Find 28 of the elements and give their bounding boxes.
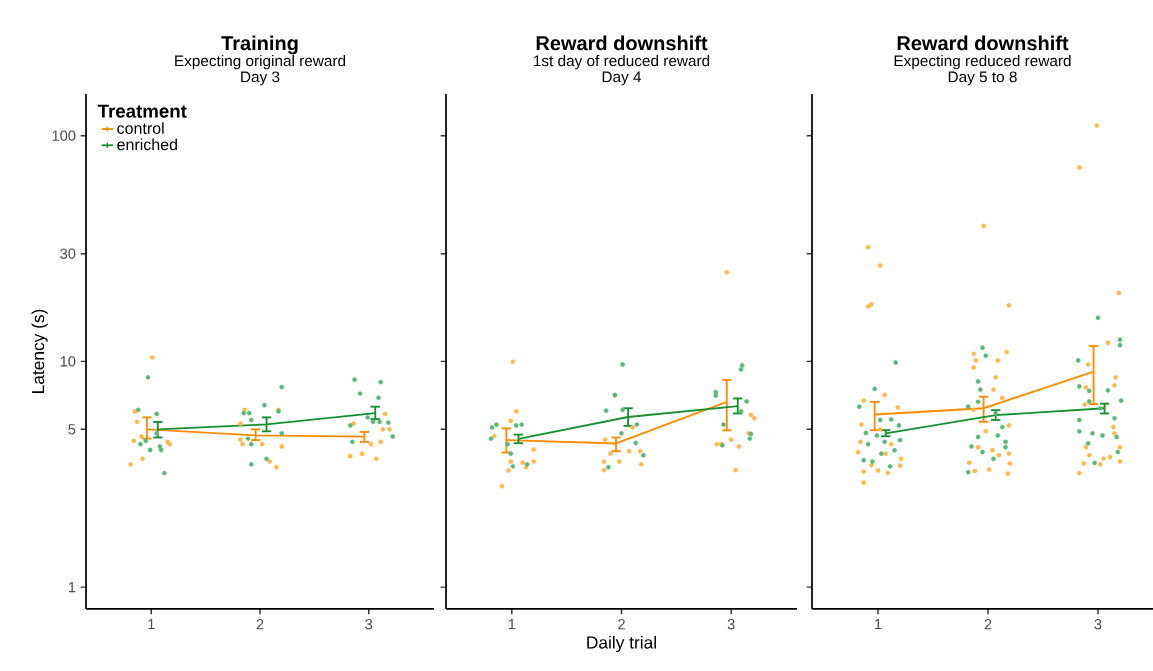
legend-label: control [117, 122, 164, 134]
x-tick-label: 2 [256, 619, 264, 630]
legend-label: enriched [117, 138, 177, 151]
legend-title: Treatment [97, 104, 187, 118]
x-tick-label: 1 [508, 619, 516, 630]
chart-subtitle: Expecting reduced reward [894, 54, 1071, 70]
x-tick-label: 2 [984, 619, 992, 630]
chart-title: Training [221, 35, 298, 55]
y-axis-title: Latency (s) [31, 309, 48, 393]
x-tick-label: 2 [618, 619, 625, 630]
text: Day 5 to 8 [948, 71, 1017, 86]
x-axis-title: Daily trial [587, 635, 656, 653]
text: Day 4 [602, 71, 642, 86]
x-tick-label: 1 [875, 619, 882, 630]
y-tick-label: 30 [60, 248, 76, 259]
chart-title: Reward downshift [536, 35, 708, 51]
chart-subtitle: 1st day of reduced reward [534, 54, 710, 70]
y-tick-label: 5 [68, 424, 76, 435]
x-tick-label: 3 [727, 619, 735, 630]
y-tick-label: 1 [68, 582, 76, 593]
chart-title: Reward downshift [897, 35, 1069, 51]
chart-subtitle: Expecting original reward [175, 54, 346, 70]
y-tick-label: 10 [60, 356, 76, 367]
text: Day 3 [241, 71, 280, 86]
x-tick-label: 1 [148, 619, 155, 630]
x-tick-label: 3 [1094, 619, 1102, 630]
x-tick-label: 3 [365, 619, 373, 630]
y-tick-label: 100 [52, 130, 76, 141]
